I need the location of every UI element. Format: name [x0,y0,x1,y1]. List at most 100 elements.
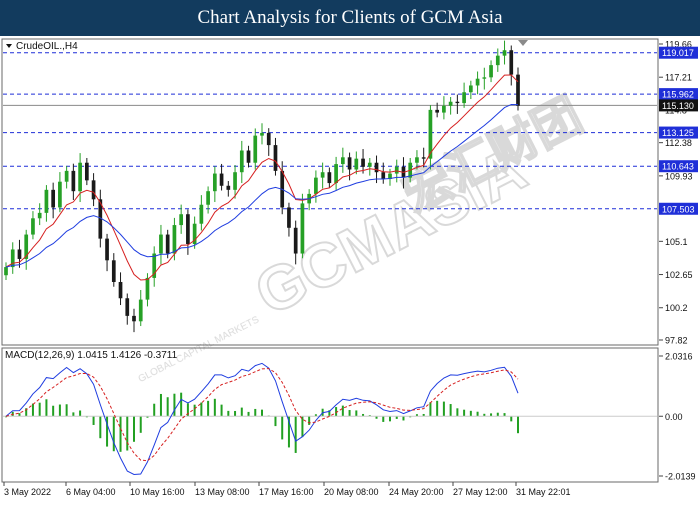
candle [381,162,386,184]
candle [31,211,35,240]
macd-histogram-bar [52,405,55,417]
candle [495,48,500,72]
macd-histogram-bar [341,405,344,417]
ema-fast-line [5,74,519,281]
macd-histogram-bar [395,416,398,419]
macd-layer [3,362,657,476]
level-price-label: 107.503 [662,204,695,214]
candle [475,71,480,95]
macd-panel-title: MACD(12,26,9) 1.0415 1.4126 -0.3711 [5,350,178,361]
candle [266,128,271,156]
candle [199,195,204,231]
candle [98,189,103,248]
macd-histogram-bar [355,410,358,417]
candle [17,239,22,268]
candle [516,67,520,111]
chart-frame: GCMASIA 宏汇财团 GLOBAL CAPITAL MARKETS 97.8… [0,36,700,500]
macd-histogram-bar [58,404,61,417]
candle [354,151,359,175]
price-tick-label: 109.93 [665,171,693,181]
candle [111,253,116,287]
level-price-label: 115.962 [662,90,694,100]
candle [84,157,89,186]
macd-histogram-bar [180,392,183,417]
candle [260,123,264,145]
candle [293,220,298,265]
candle [246,145,251,168]
macd-tick-label: 0.00 [665,412,683,422]
candle [118,272,123,306]
candle [145,273,150,307]
trading-chart[interactable]: GCMASIA 宏汇财团 GLOBAL CAPITAL MARKETS 97.8… [0,36,700,500]
candle [448,96,453,115]
macd-histogram-bar [274,416,277,427]
macd-histogram-bar [496,412,499,417]
candle [152,246,157,287]
x-tick-label: 20 May 08:00 [324,487,379,497]
macd-histogram-bar [119,416,122,452]
macd-histogram-bar [456,408,459,417]
candle [239,140,244,184]
macd-histogram-bar [429,402,432,417]
price-tick-label: 105.1 [665,237,688,247]
macd-histogram-bar [503,413,506,417]
candle [212,166,217,203]
macd-tick-label: -2.0139 [665,472,696,482]
macd-histogram-bar [335,407,338,417]
candle [10,242,15,274]
candle [192,216,197,249]
macd-histogram-bar [294,416,297,453]
candle [361,149,365,174]
macd-histogram-bar [247,411,250,417]
macd-line [5,362,519,476]
candle [334,156,338,190]
candle [509,45,514,86]
candle [125,293,130,325]
macd-histogram-bar [389,416,391,422]
macd-histogram-bar [463,409,466,417]
candle [442,96,446,120]
candle [71,163,76,200]
candle [489,60,493,83]
candle [44,185,49,222]
candle [58,172,62,213]
macd-histogram-bar [476,411,479,417]
macd-histogram-bar [92,416,95,425]
macd-histogram-bar [281,416,284,440]
macd-histogram-bar [287,416,290,448]
candle [455,94,460,114]
level-price-box [659,202,698,215]
macd-histogram-bar [65,404,68,417]
level-price-box [659,88,698,101]
macd-histogram-bar [153,403,156,417]
candle [138,289,143,327]
macd-histogram-bar [45,399,48,417]
x-tick-label: 31 May 22:01 [516,487,571,497]
candle [462,82,466,108]
candle [428,105,433,170]
price-layer [3,40,657,333]
x-tick-label: 10 May 16:00 [130,487,185,497]
candle [287,202,291,237]
macd-histogram-bar [31,403,34,417]
macd-histogram-bar [362,413,365,417]
candles [4,40,520,333]
x-tick-label: 24 May 20:00 [389,487,444,497]
axis-layer: 97.82100.2102.65105.1107.5109.93112.3811… [3,40,698,497]
price-tick-label: 97.82 [665,336,688,346]
macd-histogram-bar [442,401,445,417]
macd-histogram-bar [25,408,28,417]
macd-histogram-bar [133,416,135,442]
candle [233,165,237,199]
price-tick-label: 119.66 [665,40,692,50]
macd-histogram-bar [517,416,519,434]
dropdown-triangle-icon[interactable] [6,44,12,48]
macd-histogram-bar [227,410,230,417]
shift-marker-icon[interactable] [518,40,528,46]
macd-histogram-bar [261,409,263,417]
macd-histogram-bar [415,414,418,417]
candle [367,157,372,176]
candle [226,181,231,197]
macd-histogram-bar [18,413,21,417]
candle [327,167,332,188]
